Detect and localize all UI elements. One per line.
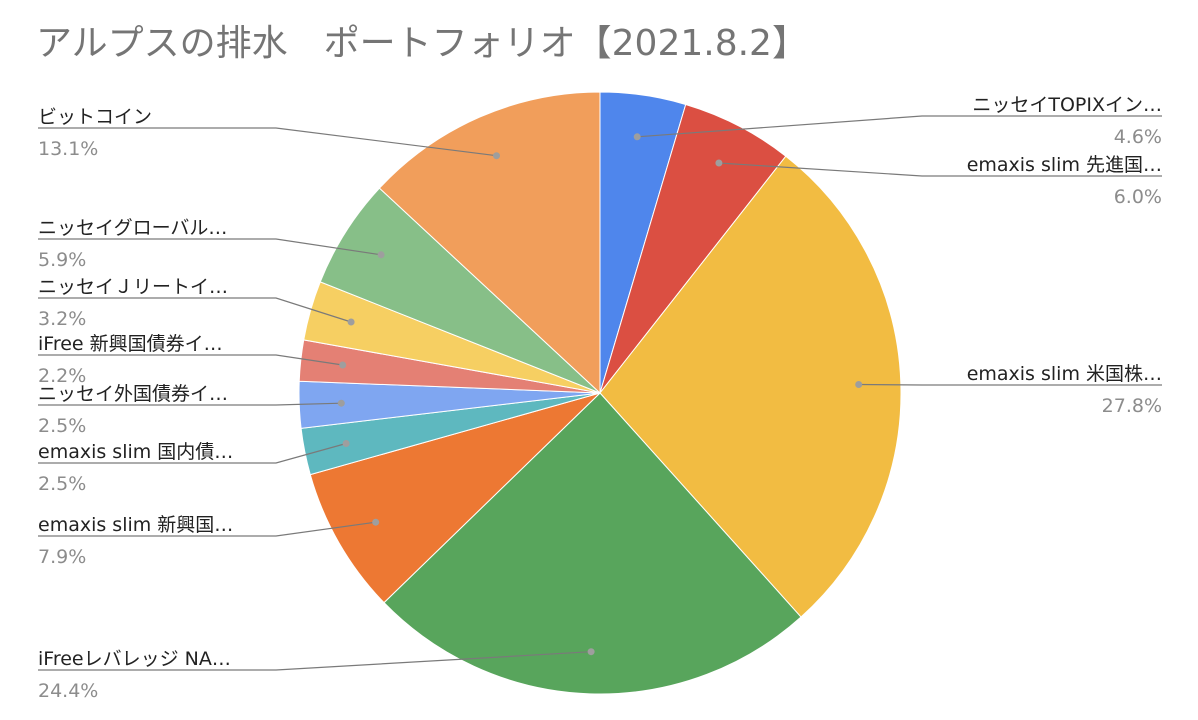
leader-line: [38, 651, 592, 671]
callout: iFreeレバレッジ NA… 24.4%: [38, 648, 595, 702]
callout: emaxis slim 国内債… 2.5%: [38, 440, 350, 495]
slice-label: emaxis slim 新興国…: [38, 514, 233, 536]
leader-dot: [493, 152, 500, 160]
callout: emaxis slim 先進国… 6.0%: [715, 154, 1162, 208]
slice-percent: 24.4%: [38, 680, 98, 702]
slice-percent: 3.2%: [38, 308, 86, 330]
callout: ニッセイグローバル… 5.9%: [38, 217, 385, 271]
callout: emaxis slim 新興国… 7.9%: [38, 514, 380, 568]
leader-dot: [337, 399, 345, 407]
pie-slice: [378, 91, 601, 395]
leader-line: [718, 162, 1162, 177]
leader-dot: [372, 518, 380, 526]
leader-line: [38, 402, 342, 406]
slice-percent: 7.9%: [38, 546, 86, 568]
callout: ビットコイン 13.1%: [38, 106, 500, 160]
leader-dot: [855, 381, 863, 388]
chart-title: アルプスの排水 ポートフォリオ【2021.8.2】: [36, 23, 808, 64]
callout: ニッセイＪリートイ… 3.2%: [38, 276, 355, 330]
slice-percent: 2.2%: [38, 365, 86, 387]
leader-line: [38, 238, 382, 256]
callout: ニッセイTOPIXイン… 4.6%: [633, 94, 1162, 148]
slice-percent: 13.1%: [38, 138, 98, 160]
slice-percent: 2.5%: [38, 473, 86, 495]
slice-percent: 4.6%: [1114, 126, 1162, 148]
slice-label: ニッセイＪリートイ…: [38, 276, 228, 298]
leader-line: [38, 297, 352, 323]
callout: iFree 新興国債券イ… 2.2%: [38, 333, 347, 387]
leader-dot: [633, 133, 641, 141]
slice-label: emaxis slim 先進国…: [967, 154, 1162, 176]
leader-line: [38, 521, 376, 537]
leader-dot: [715, 159, 723, 167]
slice-label: ニッセイグローバル…: [38, 217, 227, 239]
pie-slice: [309, 392, 601, 604]
callout-labels: ニッセイTOPIXイン…4.6%emaxis slim 先進国…6.0%emax…: [38, 94, 1162, 702]
slice-percent: 2.5%: [38, 415, 86, 437]
slice-label: emaxis slim 米国株…: [967, 363, 1162, 385]
slice-percent: 27.8%: [1102, 395, 1162, 417]
pie-slice: [383, 392, 802, 695]
leader-line: [38, 354, 343, 366]
callout: ニッセイ外国債券イ… 2.5%: [38, 383, 345, 437]
slice-percent: 5.9%: [38, 249, 86, 271]
leader-dot: [339, 361, 347, 369]
slice-label: ビットコイン: [38, 106, 152, 128]
slice-label: ニッセイ外国債券イ…: [38, 383, 228, 405]
leader-dot: [347, 318, 355, 326]
leader-line: [38, 127, 497, 157]
callout: emaxis slim 米国株… 27.8%: [855, 363, 1162, 417]
leader-dot: [342, 440, 350, 447]
slices: [298, 91, 902, 695]
slice-label: emaxis slim 国内債…: [38, 441, 233, 463]
slice-label: iFreeレバレッジ NA…: [38, 648, 231, 670]
leader-dot: [587, 648, 595, 656]
leader-dot: [377, 251, 385, 259]
leader-line: [38, 442, 347, 464]
slice-label: ニッセイTOPIXイン…: [972, 94, 1162, 116]
slice-percent: 6.0%: [1114, 186, 1162, 208]
leader-line: [858, 383, 1162, 386]
pie-slice: [599, 155, 902, 618]
slice-label: iFree 新興国債券イ…: [38, 333, 223, 355]
leader-line: [637, 115, 1162, 138]
